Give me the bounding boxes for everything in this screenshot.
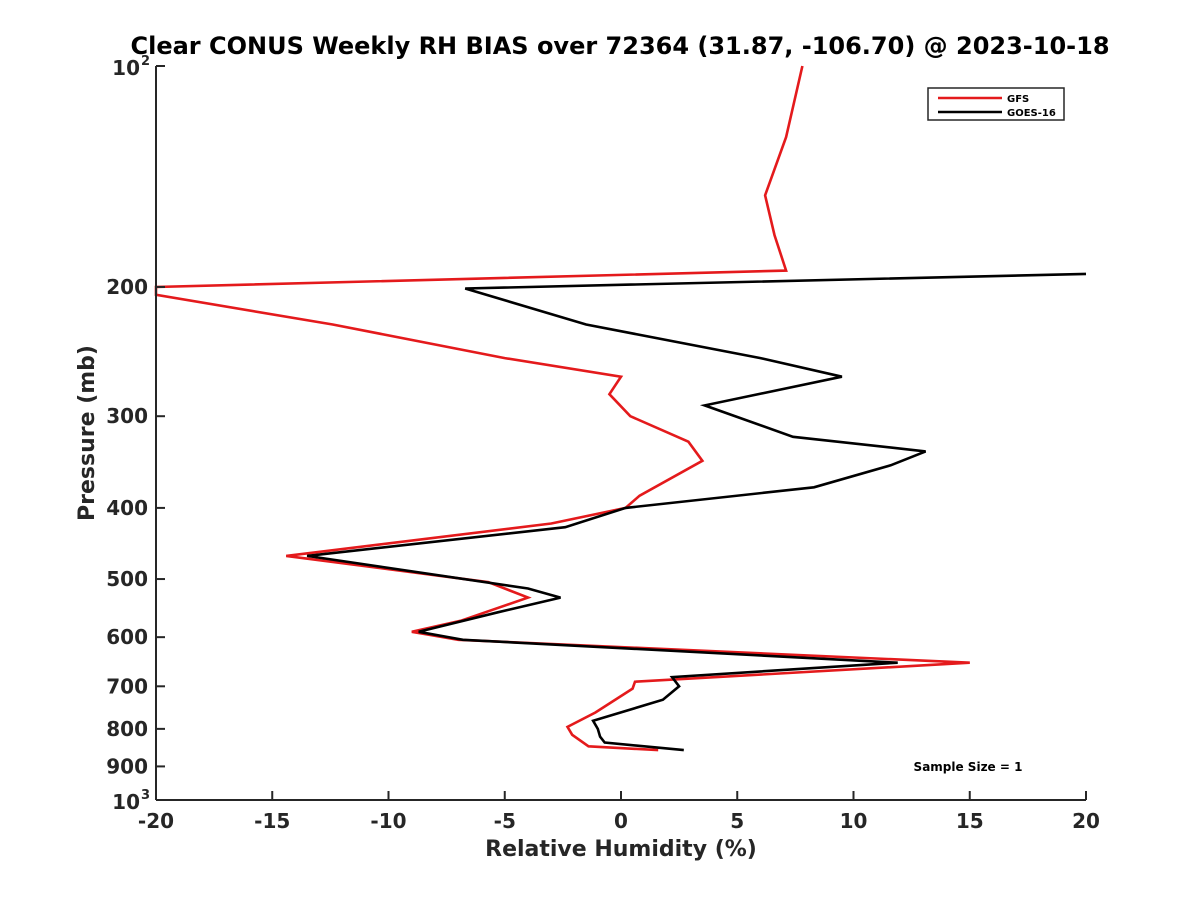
y-axis-label: Pressure (mb) — [75, 345, 100, 521]
y-tick-label: 600 — [106, 625, 148, 649]
legend-label: GOES-16 — [1007, 108, 1056, 119]
y-tick-label: 900 — [106, 754, 148, 778]
x-tick-label: -15 — [254, 809, 290, 833]
legend-box — [927, 87, 1065, 121]
x-tick-label: 5 — [730, 809, 744, 833]
sample-size-annotation: Sample Size = 1 — [914, 760, 1023, 774]
x-tick-label: -10 — [370, 809, 406, 833]
y-tick-label: 800 — [106, 717, 148, 741]
x-ticks: -20 -15 -10 -5 0 5 10 15 20 — [138, 791, 1100, 833]
plot-frame — [156, 66, 1086, 800]
y-tick-label: 200 — [106, 275, 148, 299]
chart-title: Clear CONUS Weekly RH BIAS over 72364 (3… — [130, 32, 1109, 60]
y-tick-exponent: 2 — [141, 54, 150, 69]
x-tick-label: -5 — [494, 809, 516, 833]
x-tick-label: 0 — [614, 809, 628, 833]
legend-label: GFS — [1007, 94, 1029, 105]
y-tick-label: 10 — [112, 56, 140, 80]
y-tick-label: 300 — [106, 404, 148, 428]
series-line-goes-16 — [306, 272, 1087, 752]
y-tick-exponent: 3 — [141, 788, 150, 803]
y-tick-label: 10 — [112, 790, 140, 814]
x-axis-label: Relative Humidity (%) — [485, 837, 757, 862]
y-tick-label: 700 — [106, 674, 148, 698]
legend: GFS GOES-16 — [927, 87, 1065, 121]
x-tick-label: -20 — [138, 809, 174, 833]
y-tick-label: 400 — [106, 496, 148, 520]
x-tick-label: 10 — [840, 809, 868, 833]
plot-area — [156, 66, 1086, 800]
y-tick-label: 500 — [106, 567, 148, 591]
x-tick-label: 15 — [956, 809, 984, 833]
x-tick-label: 20 — [1072, 809, 1100, 833]
